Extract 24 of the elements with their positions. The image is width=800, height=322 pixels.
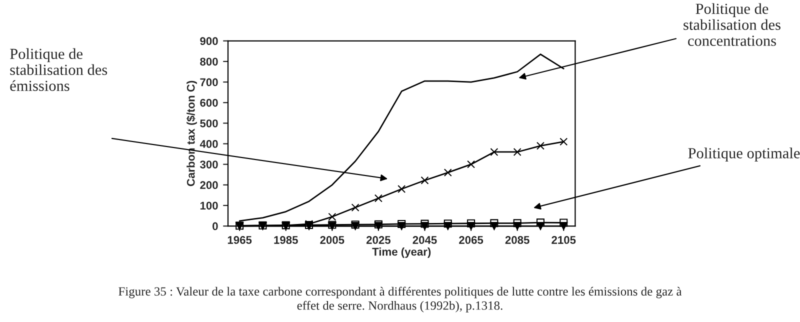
x-tick-label: 2025 <box>366 236 391 244</box>
y-tick-label: 500 <box>200 119 218 128</box>
x-tick-label: 2105 <box>552 236 576 244</box>
y-tick-label: 200 <box>200 181 218 190</box>
caption: Figure 35 : Valeur de la taxe carbone correspondant à différentes politiques de lutte contre les émissions de gaz à effet de serre. Nordhaus (1992b), p.1318. <box>118 286 682 312</box>
x-tick-label: 2065 <box>459 236 484 244</box>
y-tick-label: 400 <box>200 140 218 148</box>
y-axis-title: Carbon tax ($/ton C) <box>186 80 197 186</box>
x-axis-title: Time (year) <box>372 248 431 258</box>
y-tick-label: 100 <box>200 202 218 210</box>
text: Politique de stabilisation des émissions <box>10 48 108 91</box>
x-tick-label: 1985 <box>274 236 298 244</box>
text: Politique de stabilisation des concentrations <box>684 3 780 46</box>
y-tick-label: 700 <box>200 78 218 86</box>
x-tick-label: 2085 <box>505 236 530 244</box>
x-tick-label: 1965 <box>228 236 252 244</box>
y-tick-label: 900 <box>200 37 218 46</box>
y-tick-label: 800 <box>200 58 218 66</box>
y-tick-label: 600 <box>200 98 218 107</box>
y-tick-label: 300 <box>200 160 218 168</box>
x-tick-label: 2045 <box>412 236 437 244</box>
y-tick-label: 0 <box>212 222 218 230</box>
x-tick-label: 2005 <box>320 236 344 244</box>
text: Politique optimale <box>688 148 800 162</box>
